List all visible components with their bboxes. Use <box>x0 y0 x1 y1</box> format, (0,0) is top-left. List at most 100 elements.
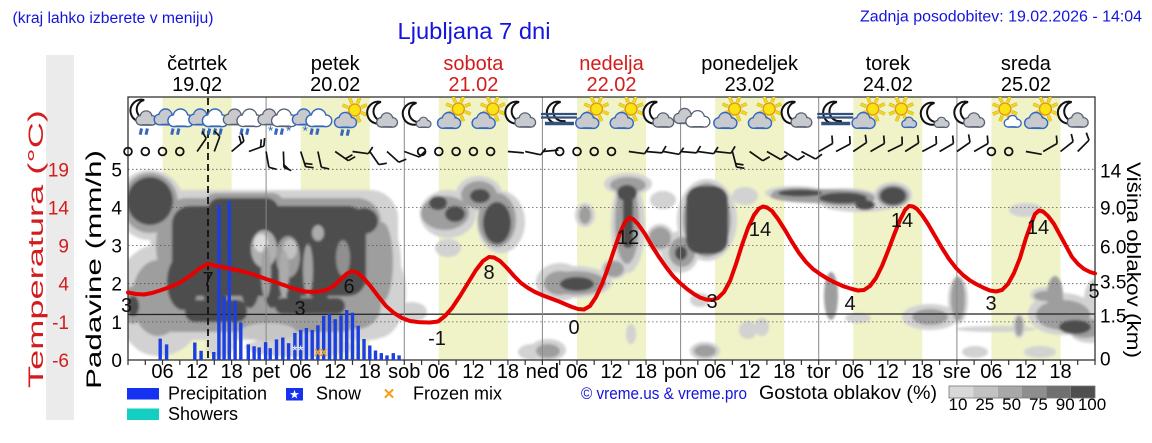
svg-text:75: 75 <box>1029 395 1048 414</box>
svg-text:9: 9 <box>58 237 69 258</box>
svg-text:5: 5 <box>1088 281 1099 303</box>
svg-text:23.02: 23.02 <box>725 74 775 96</box>
svg-text:Temperatura (°C): Temperatura (°C) <box>25 110 48 388</box>
svg-text:14: 14 <box>1027 217 1049 239</box>
svg-text:12: 12 <box>877 361 899 383</box>
svg-text:ned: ned <box>526 361 559 383</box>
svg-text:pet: pet <box>252 361 280 383</box>
svg-text:5: 5 <box>111 160 122 181</box>
svg-text:Precipitation: Precipitation <box>168 384 267 404</box>
svg-text:ponedeljek: ponedeljek <box>701 53 799 75</box>
svg-text:10: 10 <box>949 395 968 414</box>
svg-text:tor: tor <box>807 361 831 383</box>
svg-text:nedelja: nedelja <box>579 53 644 75</box>
svg-text:12: 12 <box>1015 361 1037 383</box>
svg-text:18: 18 <box>497 361 519 383</box>
svg-text:12: 12 <box>600 361 622 383</box>
svg-text:*: * <box>286 123 292 139</box>
svg-text:06: 06 <box>704 361 726 383</box>
svg-text:torek: torek <box>866 53 911 75</box>
svg-text:2: 2 <box>111 275 122 296</box>
svg-text:1: 1 <box>111 313 122 334</box>
svg-text:0: 0 <box>111 351 122 372</box>
svg-text:19: 19 <box>48 160 69 181</box>
svg-text:12: 12 <box>738 361 760 383</box>
svg-text:06: 06 <box>980 361 1002 383</box>
svg-text:18: 18 <box>911 361 933 383</box>
svg-text:Showers: Showers <box>168 404 238 424</box>
svg-text:-1: -1 <box>428 328 446 350</box>
svg-text:*: * <box>302 123 308 139</box>
svg-text:Frozen mix: Frozen mix <box>413 384 502 404</box>
svg-text:4: 4 <box>58 275 69 296</box>
svg-text:sobota: sobota <box>443 53 504 75</box>
svg-text:06: 06 <box>428 361 450 383</box>
svg-text:sob: sob <box>388 361 420 383</box>
svg-text:14: 14 <box>1100 162 1122 183</box>
svg-text:90: 90 <box>1056 395 1075 414</box>
svg-text:0: 0 <box>568 317 579 339</box>
svg-text:© vreme.us & vreme.pro: © vreme.us & vreme.pro <box>581 384 747 403</box>
svg-text:(kraj lahko izberete v meniju): (kraj lahko izberete v meniju) <box>13 10 214 27</box>
svg-text:18: 18 <box>1049 361 1071 383</box>
svg-text:3: 3 <box>111 237 122 258</box>
svg-text:Ljubljana 7 dni: Ljubljana 7 dni <box>398 18 551 44</box>
svg-text:22.02: 22.02 <box>586 74 636 96</box>
svg-text:3: 3 <box>294 298 305 320</box>
svg-text:06: 06 <box>290 361 312 383</box>
svg-text:3: 3 <box>706 291 717 313</box>
svg-text:14: 14 <box>891 210 913 232</box>
svg-text:12: 12 <box>462 361 484 383</box>
svg-text:21.02: 21.02 <box>448 74 498 96</box>
svg-text:Višina oblakov (km): Višina oblakov (km) <box>1122 162 1143 358</box>
svg-text:24.02: 24.02 <box>863 74 913 96</box>
svg-text:*: * <box>292 342 298 358</box>
svg-text:Gostota oblakov (%): Gostota oblakov (%) <box>759 382 937 404</box>
svg-text:7: 7 <box>202 269 213 291</box>
svg-text:4: 4 <box>844 293 855 315</box>
svg-text:06: 06 <box>566 361 588 383</box>
svg-text:3.5: 3.5 <box>1100 273 1126 294</box>
svg-text:3: 3 <box>985 293 996 315</box>
svg-text:četrtek: četrtek <box>167 53 228 75</box>
svg-text:petek: petek <box>311 53 361 75</box>
svg-text:3: 3 <box>121 295 132 317</box>
svg-text:pon: pon <box>664 361 697 383</box>
svg-text:06: 06 <box>151 361 173 383</box>
svg-text:12: 12 <box>186 361 208 383</box>
svg-text:✕: ✕ <box>383 386 396 403</box>
svg-text:*: * <box>268 123 274 139</box>
svg-text:x: x <box>314 344 322 359</box>
svg-text:0: 0 <box>1100 350 1111 371</box>
svg-text:6.0: 6.0 <box>1100 238 1126 259</box>
svg-text:sre: sre <box>943 361 971 383</box>
svg-text:8: 8 <box>483 262 494 284</box>
svg-text:18: 18 <box>220 361 242 383</box>
svg-text:18: 18 <box>635 361 657 383</box>
svg-text:6: 6 <box>343 276 354 298</box>
svg-text:25: 25 <box>975 395 994 414</box>
svg-text:9.0: 9.0 <box>1100 199 1126 220</box>
svg-text:100: 100 <box>1078 395 1106 414</box>
svg-text:*: * <box>298 342 304 358</box>
svg-text:19.02: 19.02 <box>172 74 222 96</box>
svg-text:18: 18 <box>773 361 795 383</box>
svg-text:14: 14 <box>48 198 70 219</box>
svg-text:Zadnja posodobitev: 19.02.2026: Zadnja posodobitev: 19.02.2026 - 14:04 <box>860 9 1142 26</box>
svg-text:4: 4 <box>111 198 122 219</box>
svg-text:Snow: Snow <box>316 384 362 404</box>
svg-text:50: 50 <box>1002 395 1021 414</box>
svg-text:-6: -6 <box>52 351 69 372</box>
svg-text:sreda: sreda <box>1001 53 1052 75</box>
svg-text:06: 06 <box>842 361 864 383</box>
svg-text:25.02: 25.02 <box>1001 74 1051 96</box>
svg-text:20.02: 20.02 <box>310 74 360 96</box>
svg-text:1.5: 1.5 <box>1100 307 1126 328</box>
svg-text:Padavine (mm/h): Padavine (mm/h) <box>83 150 106 389</box>
svg-text:x: x <box>320 344 328 359</box>
svg-text:-1: -1 <box>52 313 69 334</box>
svg-text:12: 12 <box>324 361 346 383</box>
svg-text:18: 18 <box>359 361 381 383</box>
svg-text:12: 12 <box>617 227 639 249</box>
svg-text:★: ★ <box>289 388 300 402</box>
